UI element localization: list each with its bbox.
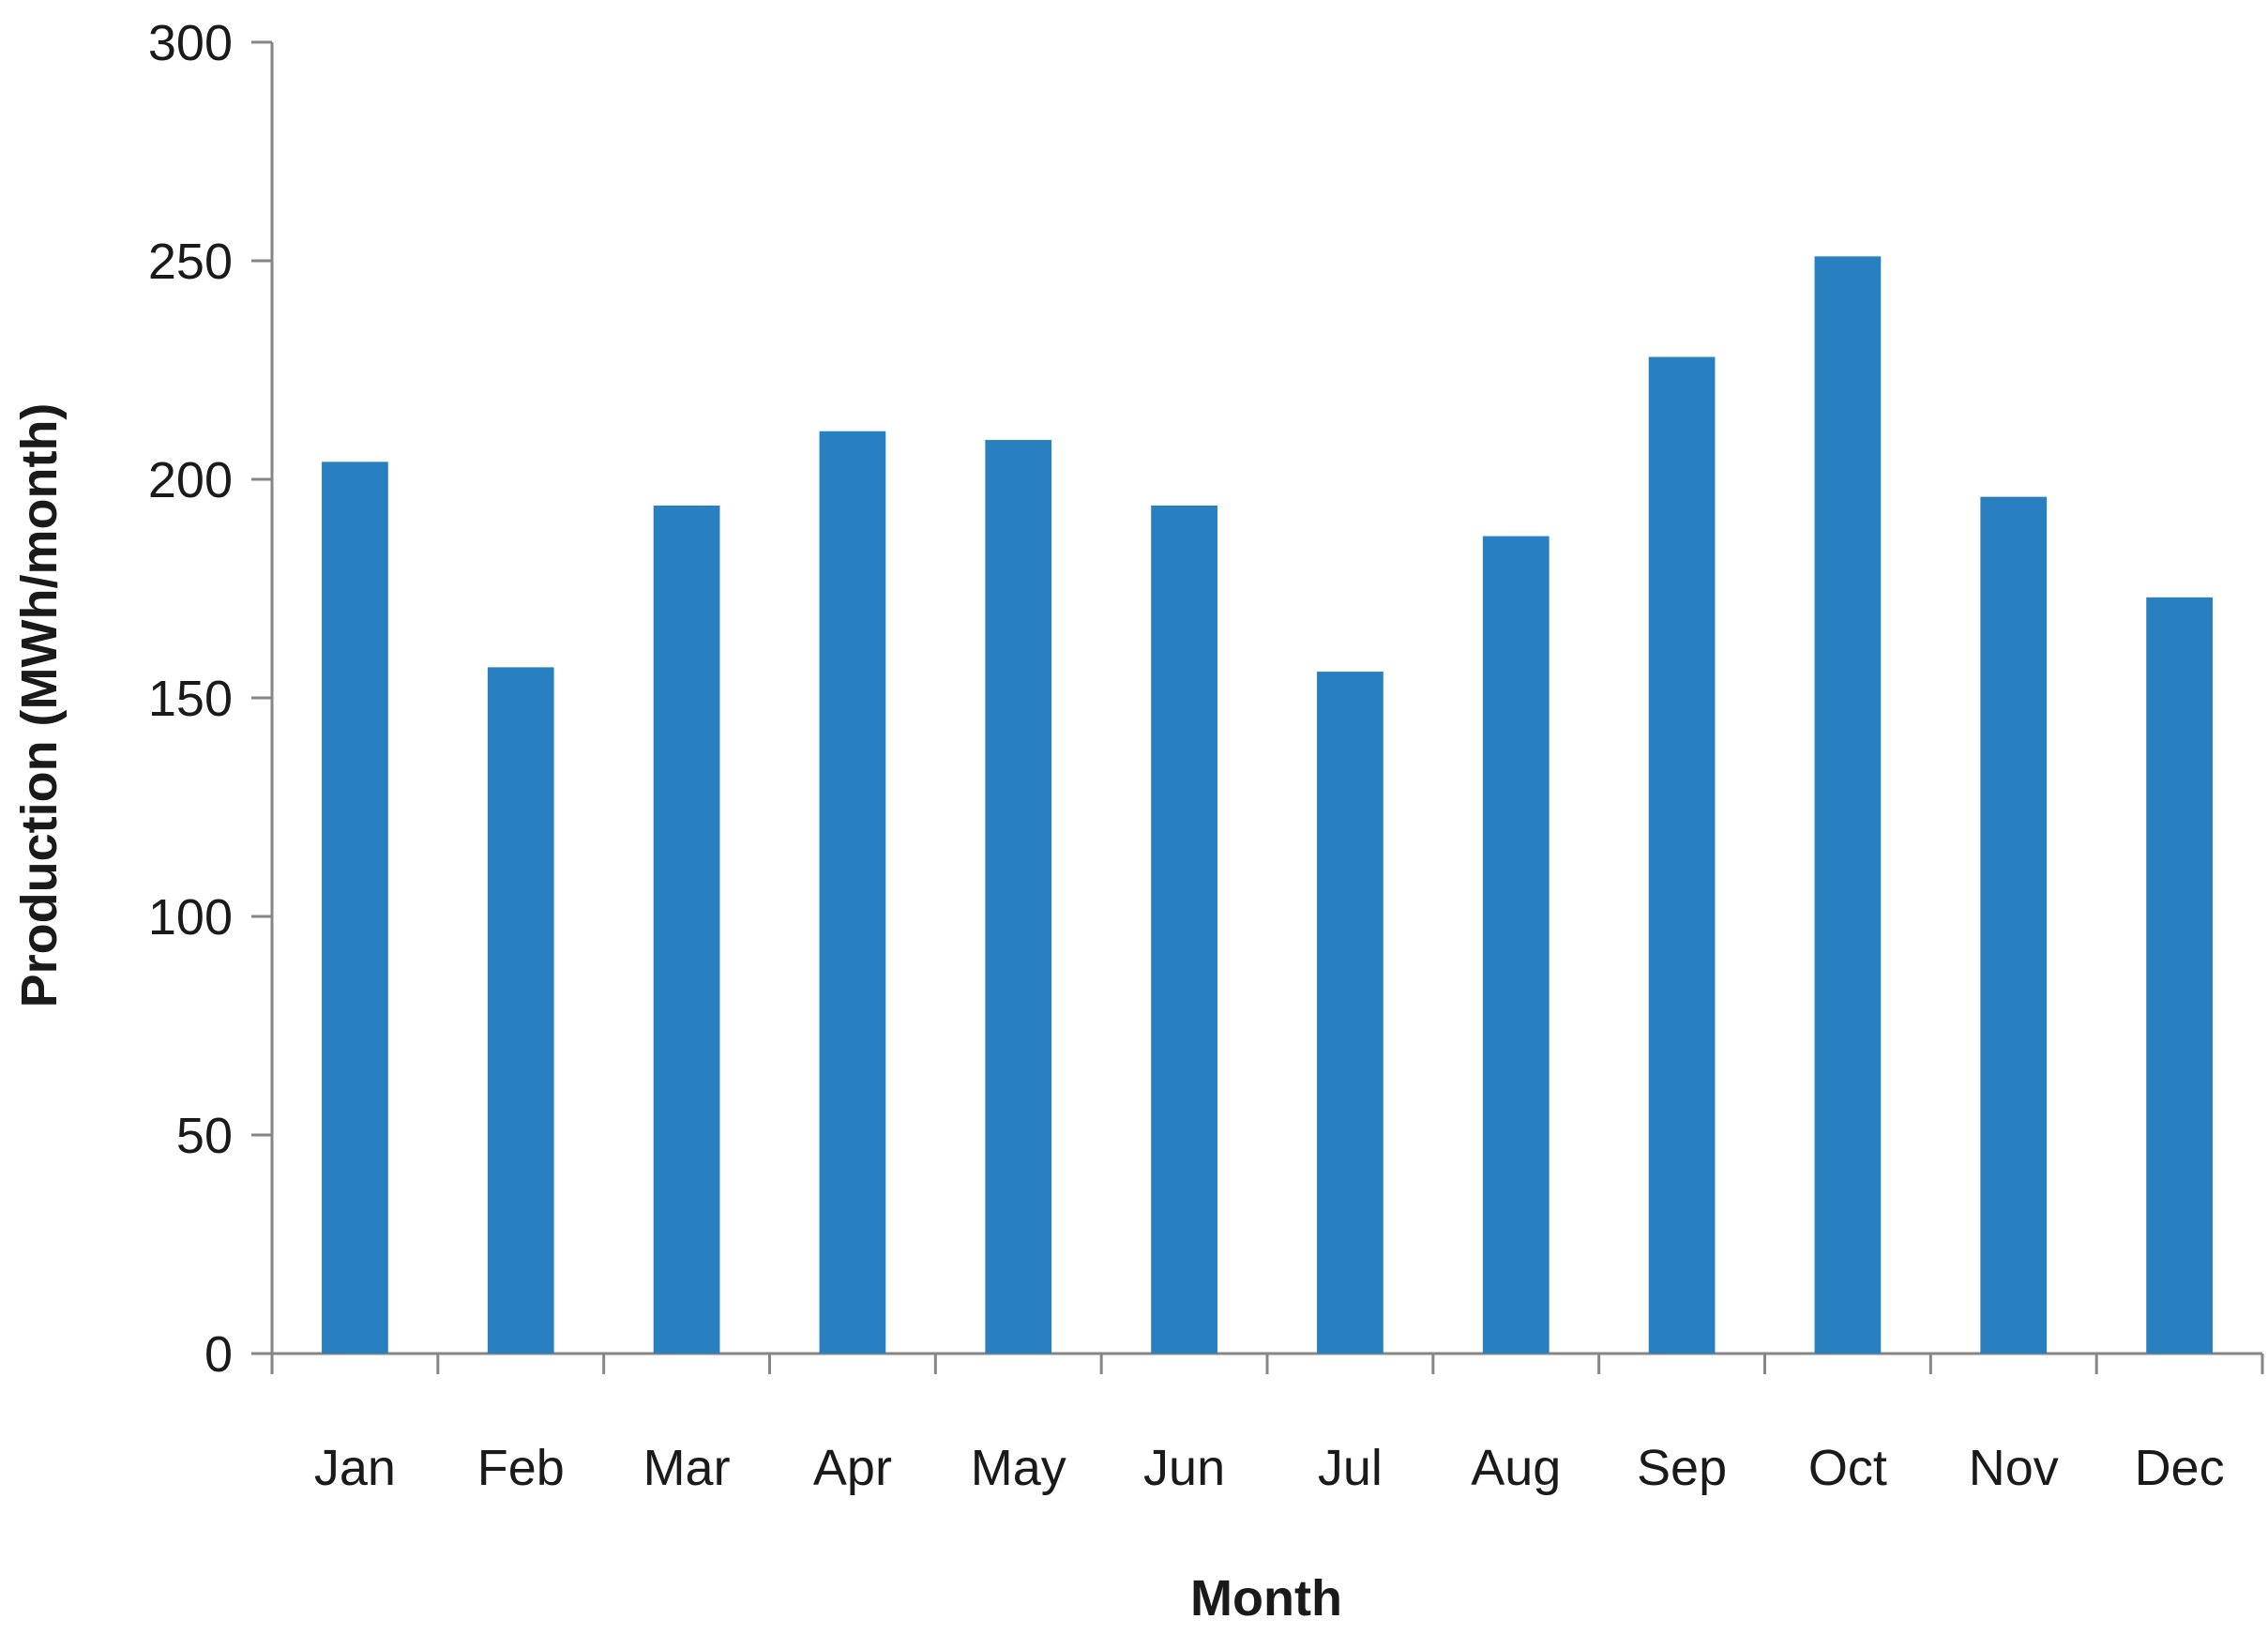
y-axis-title: Production (MWh/month) [11,403,68,1008]
bar-feb [487,667,554,1354]
x-axis: Jan Feb Mar Apr May Jun Jul Aug Sep Oct Nov Dec [270,1352,2264,1496]
x-axis-title: Month [1190,1570,1342,1626]
bar-jun [1151,505,1217,1354]
y-tick-label: 300 [148,15,233,71]
x-tick-label: Apr [813,1440,892,1496]
y-tick-label: 50 [176,1108,233,1164]
y-tick-label: 0 [204,1326,233,1383]
bar-apr [819,431,886,1354]
bar-oct [1814,256,1882,1354]
x-tick-label: Oct [1808,1440,1887,1496]
bar-sep [1648,356,1716,1354]
bar-may [985,440,1052,1354]
y-tick-label: 250 [148,234,233,290]
x-tick-label: May [971,1440,1066,1496]
y-tick-label: 100 [148,889,233,946]
x-tick-label: Dec [2135,1440,2225,1496]
x-tick-label: Jan [314,1440,396,1496]
x-tick-label: Jul [1318,1440,1383,1496]
x-tick-label: Jun [1143,1440,1225,1496]
y-tick-label: 150 [148,671,233,727]
x-tick-label: Nov [1969,1440,2059,1496]
bar-nov [1980,496,2048,1354]
x-tick-label: Sep [1637,1440,1727,1496]
x-tick-label: Feb [477,1440,565,1496]
y-tick-label: 200 [148,452,233,508]
bar-dec [2146,597,2213,1354]
bar-jul [1317,672,1383,1354]
x-tick-label: Mar [643,1440,731,1496]
y-axis: 0 50 100 150 200 250 300 [148,15,274,1383]
bar-mar [653,505,720,1354]
bar-aug [1482,536,1550,1354]
x-tick-label: Aug [1471,1440,1561,1496]
bar-series [322,256,2213,1354]
bar-jan [322,461,388,1354]
